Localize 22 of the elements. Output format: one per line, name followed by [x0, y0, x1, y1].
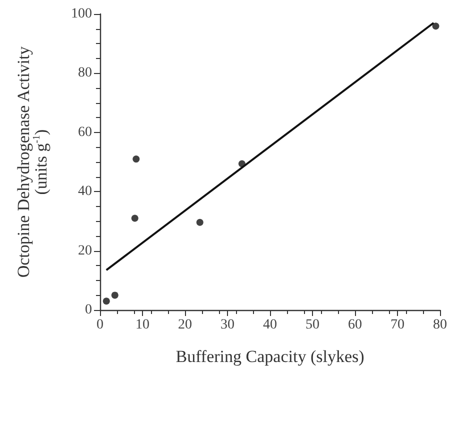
y-tick-label: 40 — [78, 184, 92, 200]
y-tick-label: 80 — [78, 66, 92, 81]
x-tick-label: 80 — [433, 318, 447, 332]
point — [132, 156, 140, 163]
point — [432, 22, 440, 30]
x-tick-label: 40 — [263, 318, 277, 332]
point — [102, 298, 110, 305]
x-tick-label: 10 — [136, 318, 150, 332]
y-tick-label: 0 — [85, 302, 92, 318]
x-tick-label: 70 — [390, 318, 404, 332]
point — [111, 292, 118, 299]
y-tick-label: 20 — [78, 243, 92, 258]
x-tick-label: 0 — [96, 318, 104, 332]
x-tick-label: 60 — [348, 318, 362, 332]
point — [196, 218, 204, 226]
x-tick-label: 30 — [220, 318, 234, 332]
x-tick-label: 20 — [178, 318, 192, 332]
point — [131, 214, 138, 222]
y-tick-label: 100 — [71, 6, 92, 22]
x-axis-title: Buffering Capacity (slykes) — [176, 347, 364, 366]
x-tick-label: 50 — [306, 318, 320, 332]
y-tick-label: 60 — [78, 124, 92, 140]
